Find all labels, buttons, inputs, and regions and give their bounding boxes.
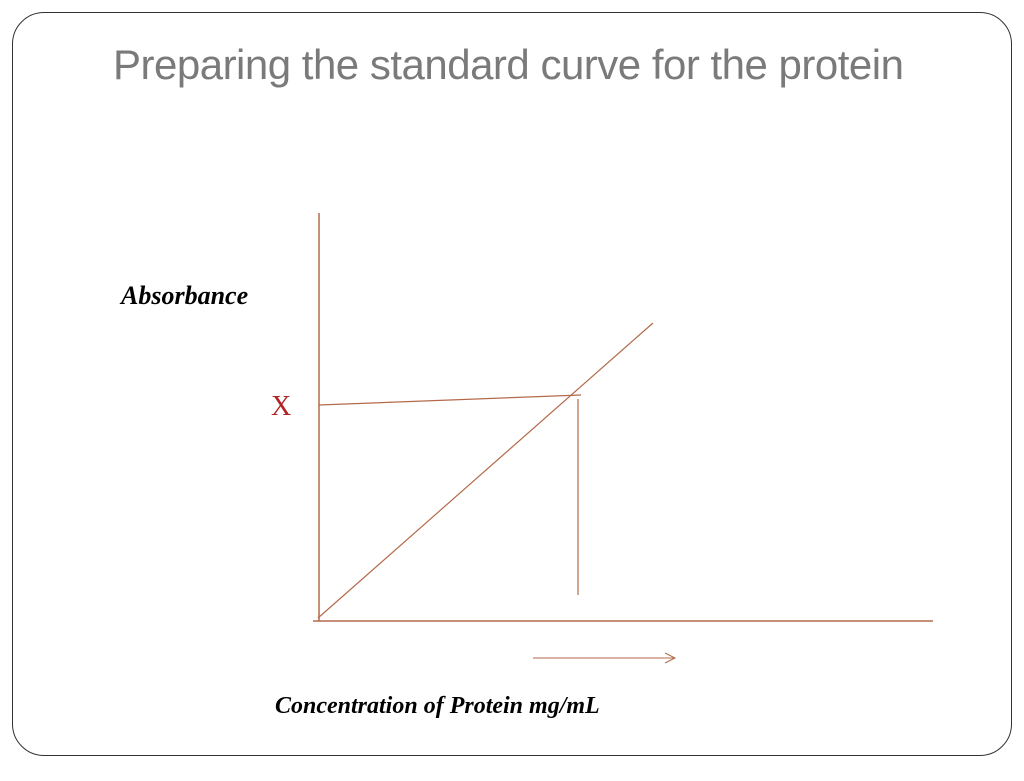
curve-line xyxy=(318,323,653,618)
x-axis-label: Concentration of Protein mg/mL xyxy=(275,693,600,720)
slide-frame: Preparing the standard curve for the pro… xyxy=(12,12,1012,756)
x-marker-label: X xyxy=(271,391,291,423)
standard-curve-chart xyxy=(13,13,1024,781)
horizontal-guide xyxy=(319,395,581,405)
y-axis-label: Absorbance xyxy=(121,281,248,311)
